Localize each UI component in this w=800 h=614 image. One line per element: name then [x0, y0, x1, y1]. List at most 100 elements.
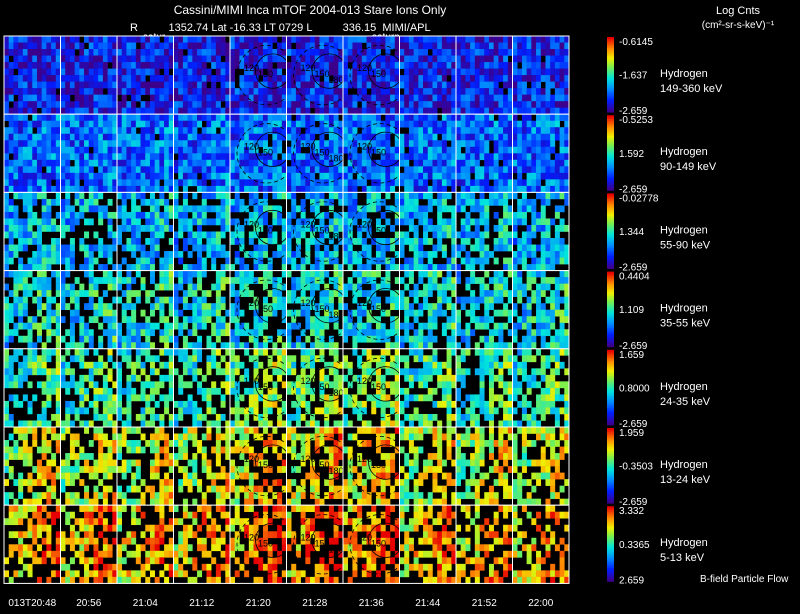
pixel-cells: [399, 505, 457, 584]
contour-label: 180: [329, 153, 344, 163]
time-label: 22:00: [528, 598, 553, 609]
pixel-cells: [399, 114, 457, 193]
colorbar-mid-label: 1.344: [619, 227, 644, 238]
colorbar-mid-label: -0.3503: [619, 462, 653, 473]
colorbar: 1.659 0.8000 -2.659: [607, 349, 650, 430]
colorbar-min-label: 2.659: [619, 575, 644, 586]
row-species-label: Hydrogen: [660, 537, 708, 549]
pixel-cells: [399, 270, 457, 350]
colorbar-mid-label: 0.3365: [619, 540, 650, 551]
pixel-cells: [173, 505, 231, 584]
pixel-cells: [173, 192, 231, 271]
image-panel: [399, 270, 457, 350]
image-panel: [455, 426, 513, 506]
pixel-cells: [512, 427, 570, 506]
pixel-cells: [117, 427, 174, 506]
image-panel: [60, 504, 118, 584]
contour-label: 150: [258, 226, 273, 236]
plot-title: Cassini/MIMI Inca mTOF 2004-013 Stare Io…: [174, 3, 447, 17]
contour-label: 150: [315, 226, 330, 236]
image-panel: [512, 35, 570, 115]
image-panel: [399, 191, 457, 272]
contour-label: 120: [244, 532, 259, 542]
image-panel: [173, 35, 231, 115]
colorbar-max-label: 3.332: [619, 506, 644, 517]
pixel-cells: [117, 192, 174, 271]
pixel-cells: [4, 114, 61, 193]
contour-label: 150: [258, 538, 273, 548]
image-panel: [116, 426, 174, 506]
contour-label: 180: [329, 388, 344, 398]
colorbar: -0.02778 1.344 -2.659: [607, 193, 659, 274]
contour-label: 180: [329, 75, 344, 85]
time-label: 20:56: [76, 598, 101, 609]
image-panel: [399, 113, 457, 193]
image-panel: [60, 113, 118, 193]
contour-label: 120: [244, 454, 259, 464]
time-label: 21:52: [472, 598, 497, 609]
image-panel: [173, 113, 231, 193]
contour-label: 120: [357, 63, 372, 73]
pixel-cells: [399, 36, 457, 115]
image-panel: [455, 270, 513, 350]
contour-label: 120: [244, 141, 259, 151]
pixel-cells: [117, 505, 174, 584]
contour-label: 120: [357, 141, 372, 151]
pixel-cells: [456, 36, 513, 115]
pixel-cells: [343, 36, 400, 115]
colorbar-max-label: 1.659: [619, 350, 644, 361]
pixel-cells: [60, 114, 118, 193]
contour-label: 150: [371, 382, 386, 392]
colorbar-mid-label: 0.8000: [619, 383, 650, 394]
contour-label: 120: [301, 298, 316, 308]
image-panel: [116, 270, 174, 350]
colorbar-units-line2: (cm²-sr-s-keV)⁻¹: [702, 20, 775, 31]
image-panel: [116, 504, 174, 584]
colorbar: 3.332 0.3365 2.659: [607, 506, 650, 586]
contour-label: 150: [258, 382, 273, 392]
contour-label: 150: [371, 147, 386, 157]
contour-label: 150: [258, 460, 273, 470]
colorbar-max-label: -0.6145: [619, 37, 653, 48]
contour-label: 180: [329, 466, 344, 476]
pixel-cells: [117, 348, 174, 428]
contour-label: 150: [315, 382, 330, 392]
row-species-label: Hydrogen: [660, 68, 708, 80]
pixel-cells: [4, 36, 61, 115]
pixel-cells: [399, 348, 457, 428]
colorbar-min-label: -2.659: [619, 497, 648, 508]
colorbar-min-label: -2.659: [619, 263, 648, 274]
image-panel: [399, 35, 457, 115]
contour-label: 150: [371, 69, 386, 79]
pixel-cells: [4, 192, 61, 271]
image-panel: [3, 113, 61, 193]
image-panel: [116, 113, 174, 193]
row-species-label: Hydrogen: [660, 303, 708, 315]
pixel-cells: [230, 505, 287, 584]
contour-label: 150: [315, 538, 330, 548]
row-species-label: Hydrogen: [660, 459, 708, 471]
contour-label: 120: [301, 454, 316, 464]
contour-label: 120: [357, 298, 372, 308]
pixel-cells: [399, 192, 457, 271]
time-label: 21:44: [415, 598, 440, 609]
pixel-cells: [4, 427, 61, 506]
pixel-cells: [230, 427, 287, 506]
time-label: 21:12: [189, 598, 214, 609]
contour-label: 150: [258, 147, 273, 157]
row-species-label: Hydrogen: [660, 146, 708, 158]
image-panel: [455, 191, 513, 272]
image-panel: [399, 348, 457, 428]
colorbar-min-label: -2.659: [619, 106, 648, 117]
